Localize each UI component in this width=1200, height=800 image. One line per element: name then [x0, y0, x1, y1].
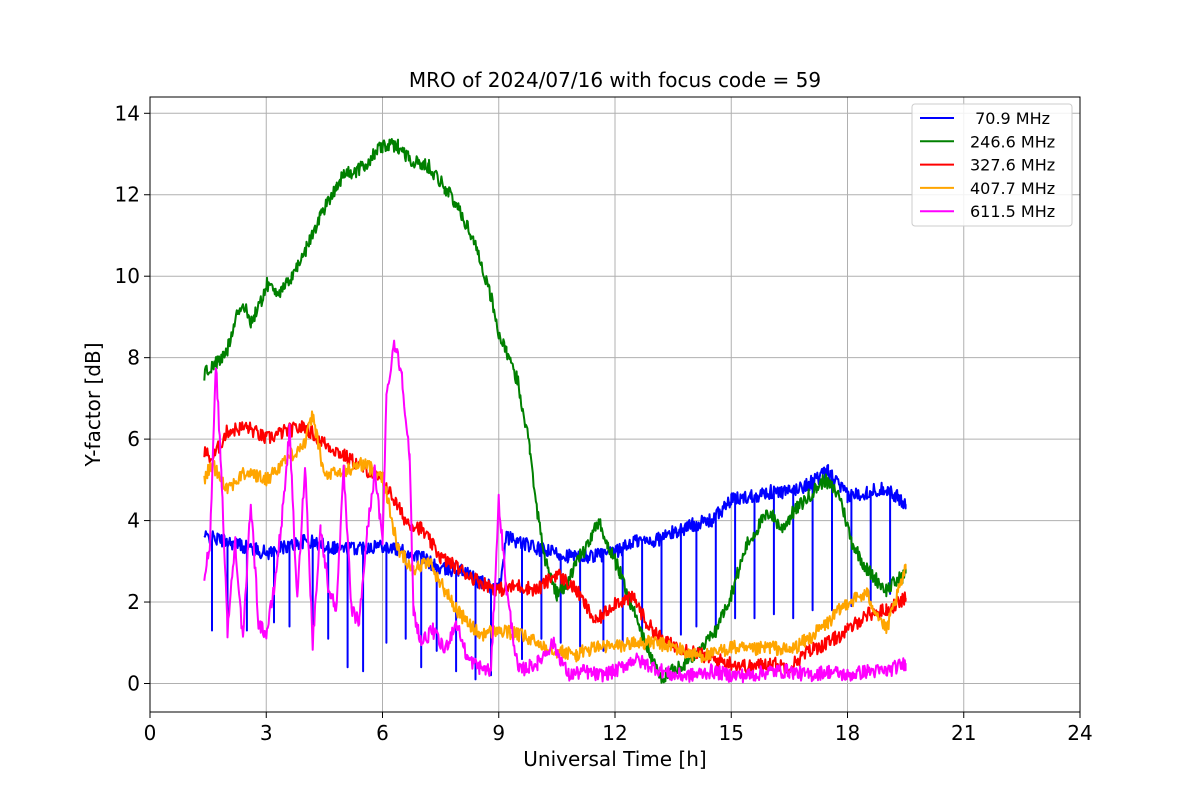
y-tick-label: 2 — [127, 590, 140, 614]
legend-box — [911, 103, 1073, 227]
y-tick-label: 12 — [115, 183, 140, 207]
x-tick-label: 21 — [951, 721, 976, 745]
chart-title: MRO of 2024/07/16 with focus code = 59 — [409, 68, 821, 92]
legend-label: 246.6 MHz — [970, 132, 1055, 151]
x-tick-label: 0 — [144, 721, 157, 745]
legend-label: 70.9 MHz — [970, 109, 1050, 128]
series-line-4 — [203, 339, 907, 684]
x-tick-label: 24 — [1067, 721, 1092, 745]
x-tick-label: 18 — [835, 721, 860, 745]
series-line-0 — [203, 464, 907, 681]
legend: 70.9 MHz 246.6 MHz 327.6 MHz 407.7 MHz 611.5… — [911, 103, 1073, 227]
x-tick-label: 6 — [376, 721, 389, 745]
x-tick-label: 12 — [602, 721, 627, 745]
y-tick-label: 8 — [127, 346, 140, 370]
x-tick-label: 9 — [492, 721, 505, 745]
series-line-1 — [203, 138, 907, 684]
y-tick-label: 4 — [127, 509, 140, 533]
y-tick-label: 10 — [115, 264, 140, 288]
legend-label: 327.6 MHz — [970, 156, 1055, 175]
legend-label: 611.5 MHz — [970, 202, 1055, 221]
y-axis-label: Y-factor [dB] — [81, 342, 105, 467]
x-tick-label: 15 — [719, 721, 744, 745]
x-tick-label: 3 — [260, 721, 273, 745]
series-layer — [203, 138, 907, 684]
y-tick-label: 0 — [127, 671, 140, 695]
y-tick-label: 6 — [127, 427, 140, 451]
legend-label: 407.7 MHz — [970, 179, 1055, 198]
y-tick-label: 14 — [115, 101, 140, 125]
x-axis-label: Universal Time [h] — [523, 747, 706, 771]
